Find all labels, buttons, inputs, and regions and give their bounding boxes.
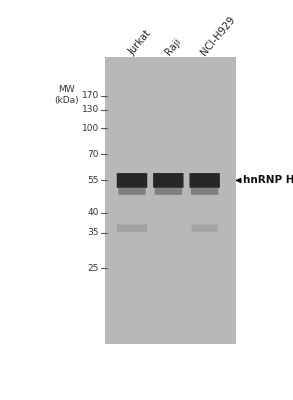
Text: hnRNP H: hnRNP H <box>243 176 293 186</box>
Text: MW
(kDa): MW (kDa) <box>54 85 79 105</box>
Text: 100: 100 <box>82 124 99 132</box>
Text: 130: 130 <box>82 105 99 114</box>
Text: Raji: Raji <box>163 37 183 57</box>
Text: NCI-H929: NCI-H929 <box>199 14 237 57</box>
FancyBboxPatch shape <box>155 188 182 195</box>
Bar <box>105 57 236 344</box>
Text: Jurkat: Jurkat <box>127 28 153 57</box>
Text: 170: 170 <box>82 91 99 100</box>
FancyBboxPatch shape <box>190 173 220 188</box>
Text: 35: 35 <box>88 228 99 237</box>
FancyBboxPatch shape <box>118 188 146 195</box>
FancyBboxPatch shape <box>117 173 147 188</box>
Text: 40: 40 <box>88 208 99 217</box>
FancyBboxPatch shape <box>117 224 147 232</box>
Text: 70: 70 <box>88 150 99 159</box>
FancyBboxPatch shape <box>192 224 218 232</box>
Text: 25: 25 <box>88 264 99 273</box>
FancyBboxPatch shape <box>153 173 183 188</box>
Text: 55: 55 <box>88 176 99 185</box>
FancyBboxPatch shape <box>191 188 218 195</box>
